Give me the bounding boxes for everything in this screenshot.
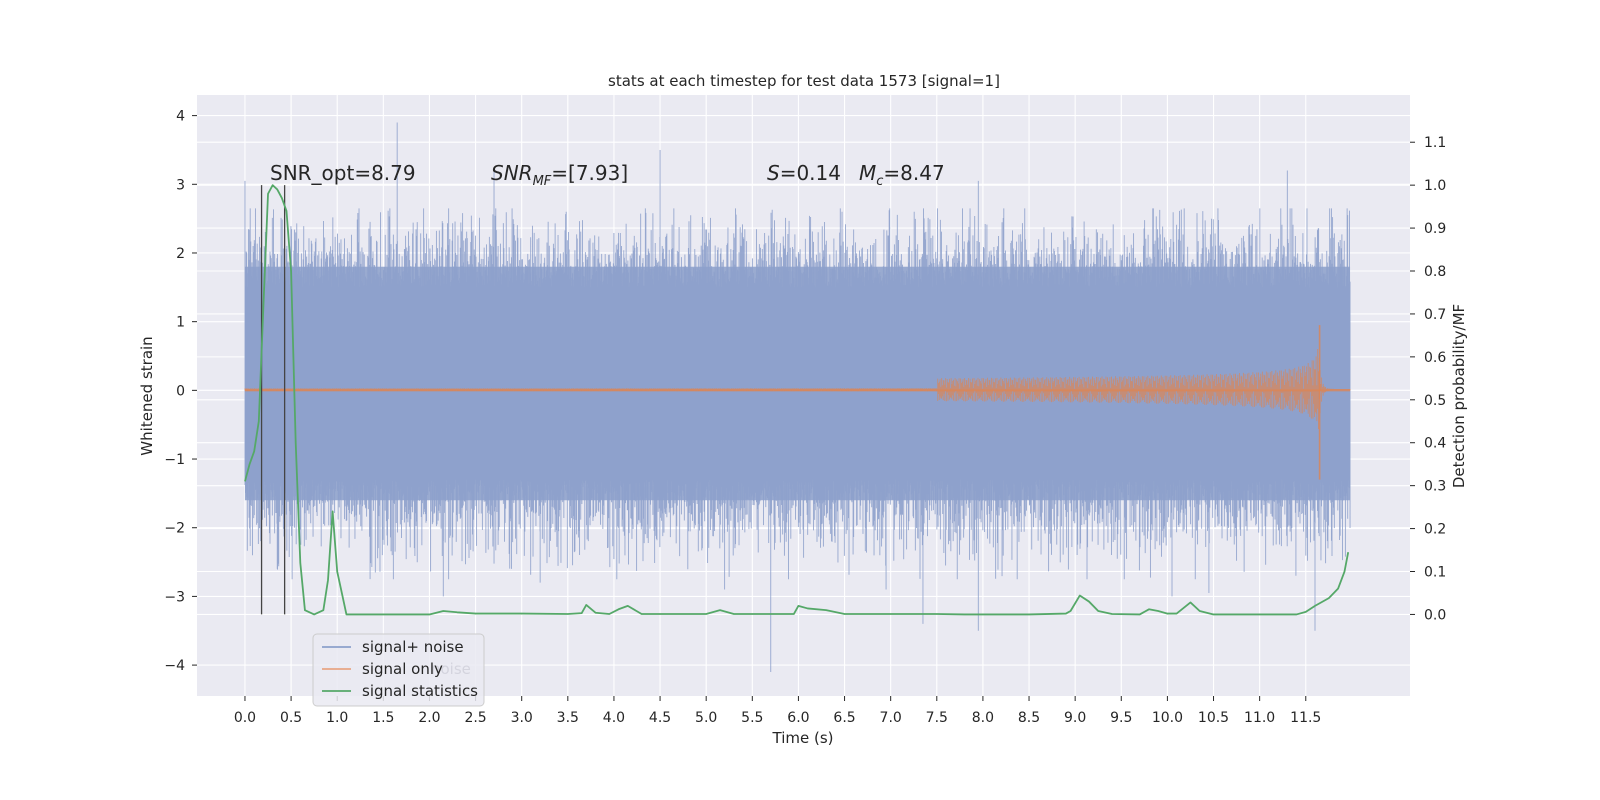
y2-tick-label: 1.0 — [1424, 178, 1446, 194]
y2-tick-label: 0.8 — [1424, 264, 1446, 280]
annotations: SNR_opt=8.79 SNRMF=[7.93] S=0.14 Mc=8.47 — [270, 161, 945, 189]
stats-line — [244, 184, 1350, 616]
x-tick-label: 5.0 — [695, 710, 717, 726]
legend-label-noise: signal+ noise — [362, 638, 464, 656]
x-tick-label: 7.5 — [926, 710, 948, 726]
y2-tick-label: 0.4 — [1424, 436, 1446, 452]
x-tick-label: 11.0 — [1244, 710, 1275, 726]
annotation-snr-opt: SNR_opt=8.79 — [270, 161, 416, 185]
x-tick-label: 3.5 — [557, 710, 579, 726]
annotation-mc: Mc=8.47 — [859, 161, 945, 189]
x-tick-label: 2.5 — [464, 710, 486, 726]
legend-label-signal: signal only — [362, 660, 443, 678]
y2-tick-label: 0.5 — [1424, 393, 1446, 409]
y-axis-label: Whitened strain — [138, 336, 156, 455]
y2-tick-label: 0.3 — [1424, 479, 1446, 495]
series-signal-only — [244, 325, 1351, 480]
x-tick-label: 0.5 — [280, 710, 302, 726]
axis-ticks: 0.0 0.5 1.0 1.5 2.0 2.5 3.0 3.5 4.0 4.5 5.0 5.5 6.0 6… — [164, 109, 1446, 726]
x-tick-label: 1.0 — [326, 710, 348, 726]
legend: noise signal+ noise signal only signal s… — [312, 633, 485, 707]
y-tick-label: 4 — [176, 109, 185, 125]
y-tick-label: −1 — [164, 452, 185, 468]
x-tick-label: 1.5 — [372, 710, 394, 726]
y2-tick-label: 0.9 — [1424, 221, 1446, 237]
x-tick-label: 4.0 — [603, 710, 625, 726]
x-tick-label: 6.5 — [833, 710, 855, 726]
y2-axis-label: Detection probability/MF — [1450, 304, 1468, 488]
legend-box — [312, 633, 485, 707]
x-tick-label: 9.0 — [1064, 710, 1086, 726]
y2-tick-label: 0.6 — [1424, 350, 1446, 366]
x-tick-label: 2.0 — [418, 710, 440, 726]
x-tick-label: 7.0 — [880, 710, 902, 726]
y-tick-label: 1 — [176, 315, 185, 331]
x-tick-label: 3.0 — [511, 710, 533, 726]
y2-tick-label: 0.1 — [1424, 565, 1446, 581]
x-tick-label: 10.0 — [1152, 710, 1183, 726]
y2-tick-label: 1.1 — [1424, 135, 1446, 151]
chart-title: stats at each timestep for test data 157… — [608, 72, 1000, 90]
legend-ghost-text: noise — [431, 660, 471, 678]
x-tick-label: 5.5 — [741, 710, 763, 726]
y2-tick-label: 0.7 — [1424, 307, 1446, 323]
y-tick-label: −2 — [164, 521, 185, 537]
x-axis-label: Time (s) — [772, 729, 834, 747]
y-tick-label: −4 — [164, 658, 185, 674]
y-tick-label: 3 — [176, 177, 185, 193]
series-signal-noise — [244, 122, 1351, 672]
x-tick-label: 4.5 — [649, 710, 671, 726]
annotation-s: S=0.14 — [767, 161, 841, 185]
y-tick-label: −3 — [164, 589, 185, 605]
x-tick-label: 10.5 — [1198, 710, 1229, 726]
x-tick-label: 9.5 — [1110, 710, 1132, 726]
legend-label-stats: signal statistics — [362, 682, 478, 700]
y2-tick-label: 0.2 — [1424, 522, 1446, 538]
y-tick-label: 2 — [176, 246, 185, 262]
y-tick-label: 0 — [176, 383, 185, 399]
vertical-markers — [260, 185, 286, 615]
x-tick-label: 8.5 — [1018, 710, 1040, 726]
x-tick-label: 11.5 — [1290, 710, 1321, 726]
x-tick-label: 6.0 — [787, 710, 809, 726]
series-signal-statistics — [244, 184, 1350, 616]
annotation-snr-mf: SNRMF=[7.93] — [491, 161, 628, 189]
y2-tick-label: 0.0 — [1424, 607, 1446, 623]
x-tick-label: 8.0 — [972, 710, 994, 726]
x-tick-label: 0.0 — [234, 710, 256, 726]
